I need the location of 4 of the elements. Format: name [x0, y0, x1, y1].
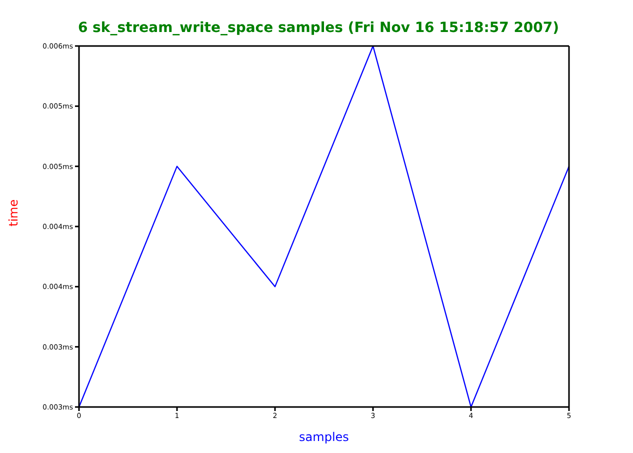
y-axis-title: time	[6, 199, 20, 226]
x-axis-title: samples	[299, 430, 349, 444]
chart-title: 6 sk_stream_write_space samples (Fri Nov 16 15:18:57 2007)	[78, 20, 560, 36]
line-series	[79, 46, 569, 407]
